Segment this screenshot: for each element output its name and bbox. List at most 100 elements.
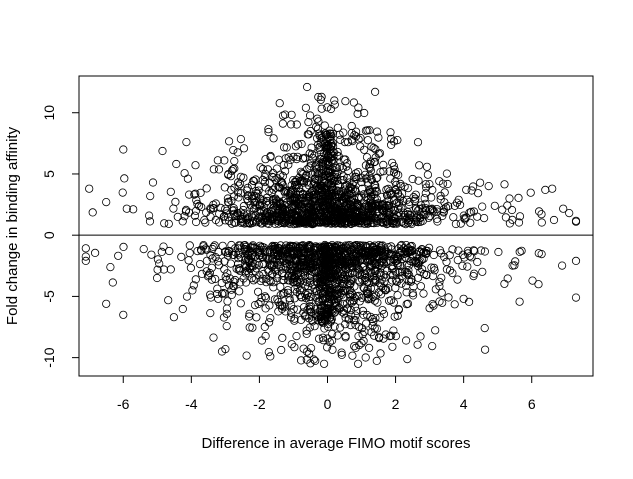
data-point [354, 207, 363, 216]
data-point [273, 243, 282, 252]
data-point [364, 343, 374, 352]
data-point [480, 247, 489, 256]
data-point [285, 245, 294, 254]
data-point [145, 217, 155, 226]
data-point [276, 282, 285, 291]
data-point [389, 270, 398, 280]
data-point [191, 189, 200, 198]
data-point [206, 308, 215, 318]
data-point [382, 266, 392, 275]
data-point [81, 252, 90, 261]
data-point [374, 133, 383, 142]
data-point [194, 201, 204, 210]
data-point [88, 208, 97, 217]
data-point [393, 136, 402, 145]
data-point [344, 197, 353, 206]
data-point [379, 258, 388, 267]
data-point [435, 297, 444, 306]
data-point [295, 215, 304, 224]
data-point [339, 128, 348, 137]
data-point [382, 185, 391, 194]
data-point [299, 267, 308, 277]
data-point [236, 135, 245, 144]
data-point [469, 207, 478, 216]
data-point [490, 201, 499, 210]
data-point [256, 243, 265, 252]
data-point [306, 161, 315, 170]
data-point [363, 208, 372, 217]
data-point [290, 264, 300, 273]
data-point [306, 292, 315, 301]
data-point [185, 241, 194, 250]
data-point [229, 146, 238, 155]
data-point [450, 201, 459, 210]
data-point [184, 256, 193, 265]
y-tick-label: 10 [41, 105, 57, 121]
data-point [361, 319, 371, 328]
data-point [386, 190, 395, 199]
x-tick-label: 0 [324, 396, 332, 412]
data-point [317, 104, 326, 113]
data-point [365, 294, 374, 303]
x-axis: -6 -4 -2 0 2 4 6 [117, 376, 536, 412]
data-point [220, 156, 229, 165]
data-point [155, 259, 164, 268]
data-point [307, 218, 317, 227]
data-point [379, 255, 388, 264]
data-point [214, 294, 223, 303]
data-point [371, 201, 380, 210]
data-point [384, 206, 394, 215]
data-point [160, 219, 169, 228]
data-point [91, 248, 100, 257]
data-point [397, 240, 406, 250]
data-point [197, 269, 207, 278]
data-point [153, 273, 162, 283]
data-point [393, 311, 402, 320]
data-point [358, 184, 367, 193]
data-point [277, 179, 286, 188]
data-point [351, 268, 360, 277]
data-point [288, 272, 297, 281]
data-point [320, 217, 329, 226]
data-point [439, 205, 448, 214]
data-point [359, 209, 368, 218]
data-point [557, 261, 567, 270]
data-point [325, 165, 334, 174]
data-point [402, 195, 412, 204]
data-point [442, 257, 451, 266]
data-point [206, 205, 215, 214]
data-point [463, 249, 472, 258]
data-point [343, 248, 352, 257]
data-point [425, 304, 434, 313]
data-point [236, 299, 245, 308]
data-point [428, 299, 437, 309]
data-point [321, 292, 330, 301]
data-point [285, 293, 294, 303]
data-point [264, 347, 273, 357]
data-point [333, 176, 342, 185]
data-point [423, 246, 432, 256]
data-point [252, 197, 261, 206]
data-point [173, 212, 182, 221]
data-point [350, 293, 359, 302]
data-point [289, 220, 298, 229]
data-point [114, 251, 123, 260]
data-point [223, 297, 232, 306]
data-point [473, 257, 482, 267]
data-point [380, 277, 389, 286]
data-point [279, 143, 289, 152]
data-point [224, 246, 234, 256]
data-point [389, 298, 398, 307]
data-point [255, 260, 264, 270]
data-point [295, 187, 305, 196]
x-tick-label: 2 [392, 396, 400, 412]
data-point [181, 207, 190, 216]
data-point [234, 244, 243, 253]
data-point [415, 204, 424, 213]
data-point [306, 343, 316, 353]
data-point [277, 301, 286, 310]
data-point [419, 289, 428, 298]
data-point [374, 245, 384, 254]
data-point [289, 176, 298, 185]
data-point [286, 155, 295, 165]
